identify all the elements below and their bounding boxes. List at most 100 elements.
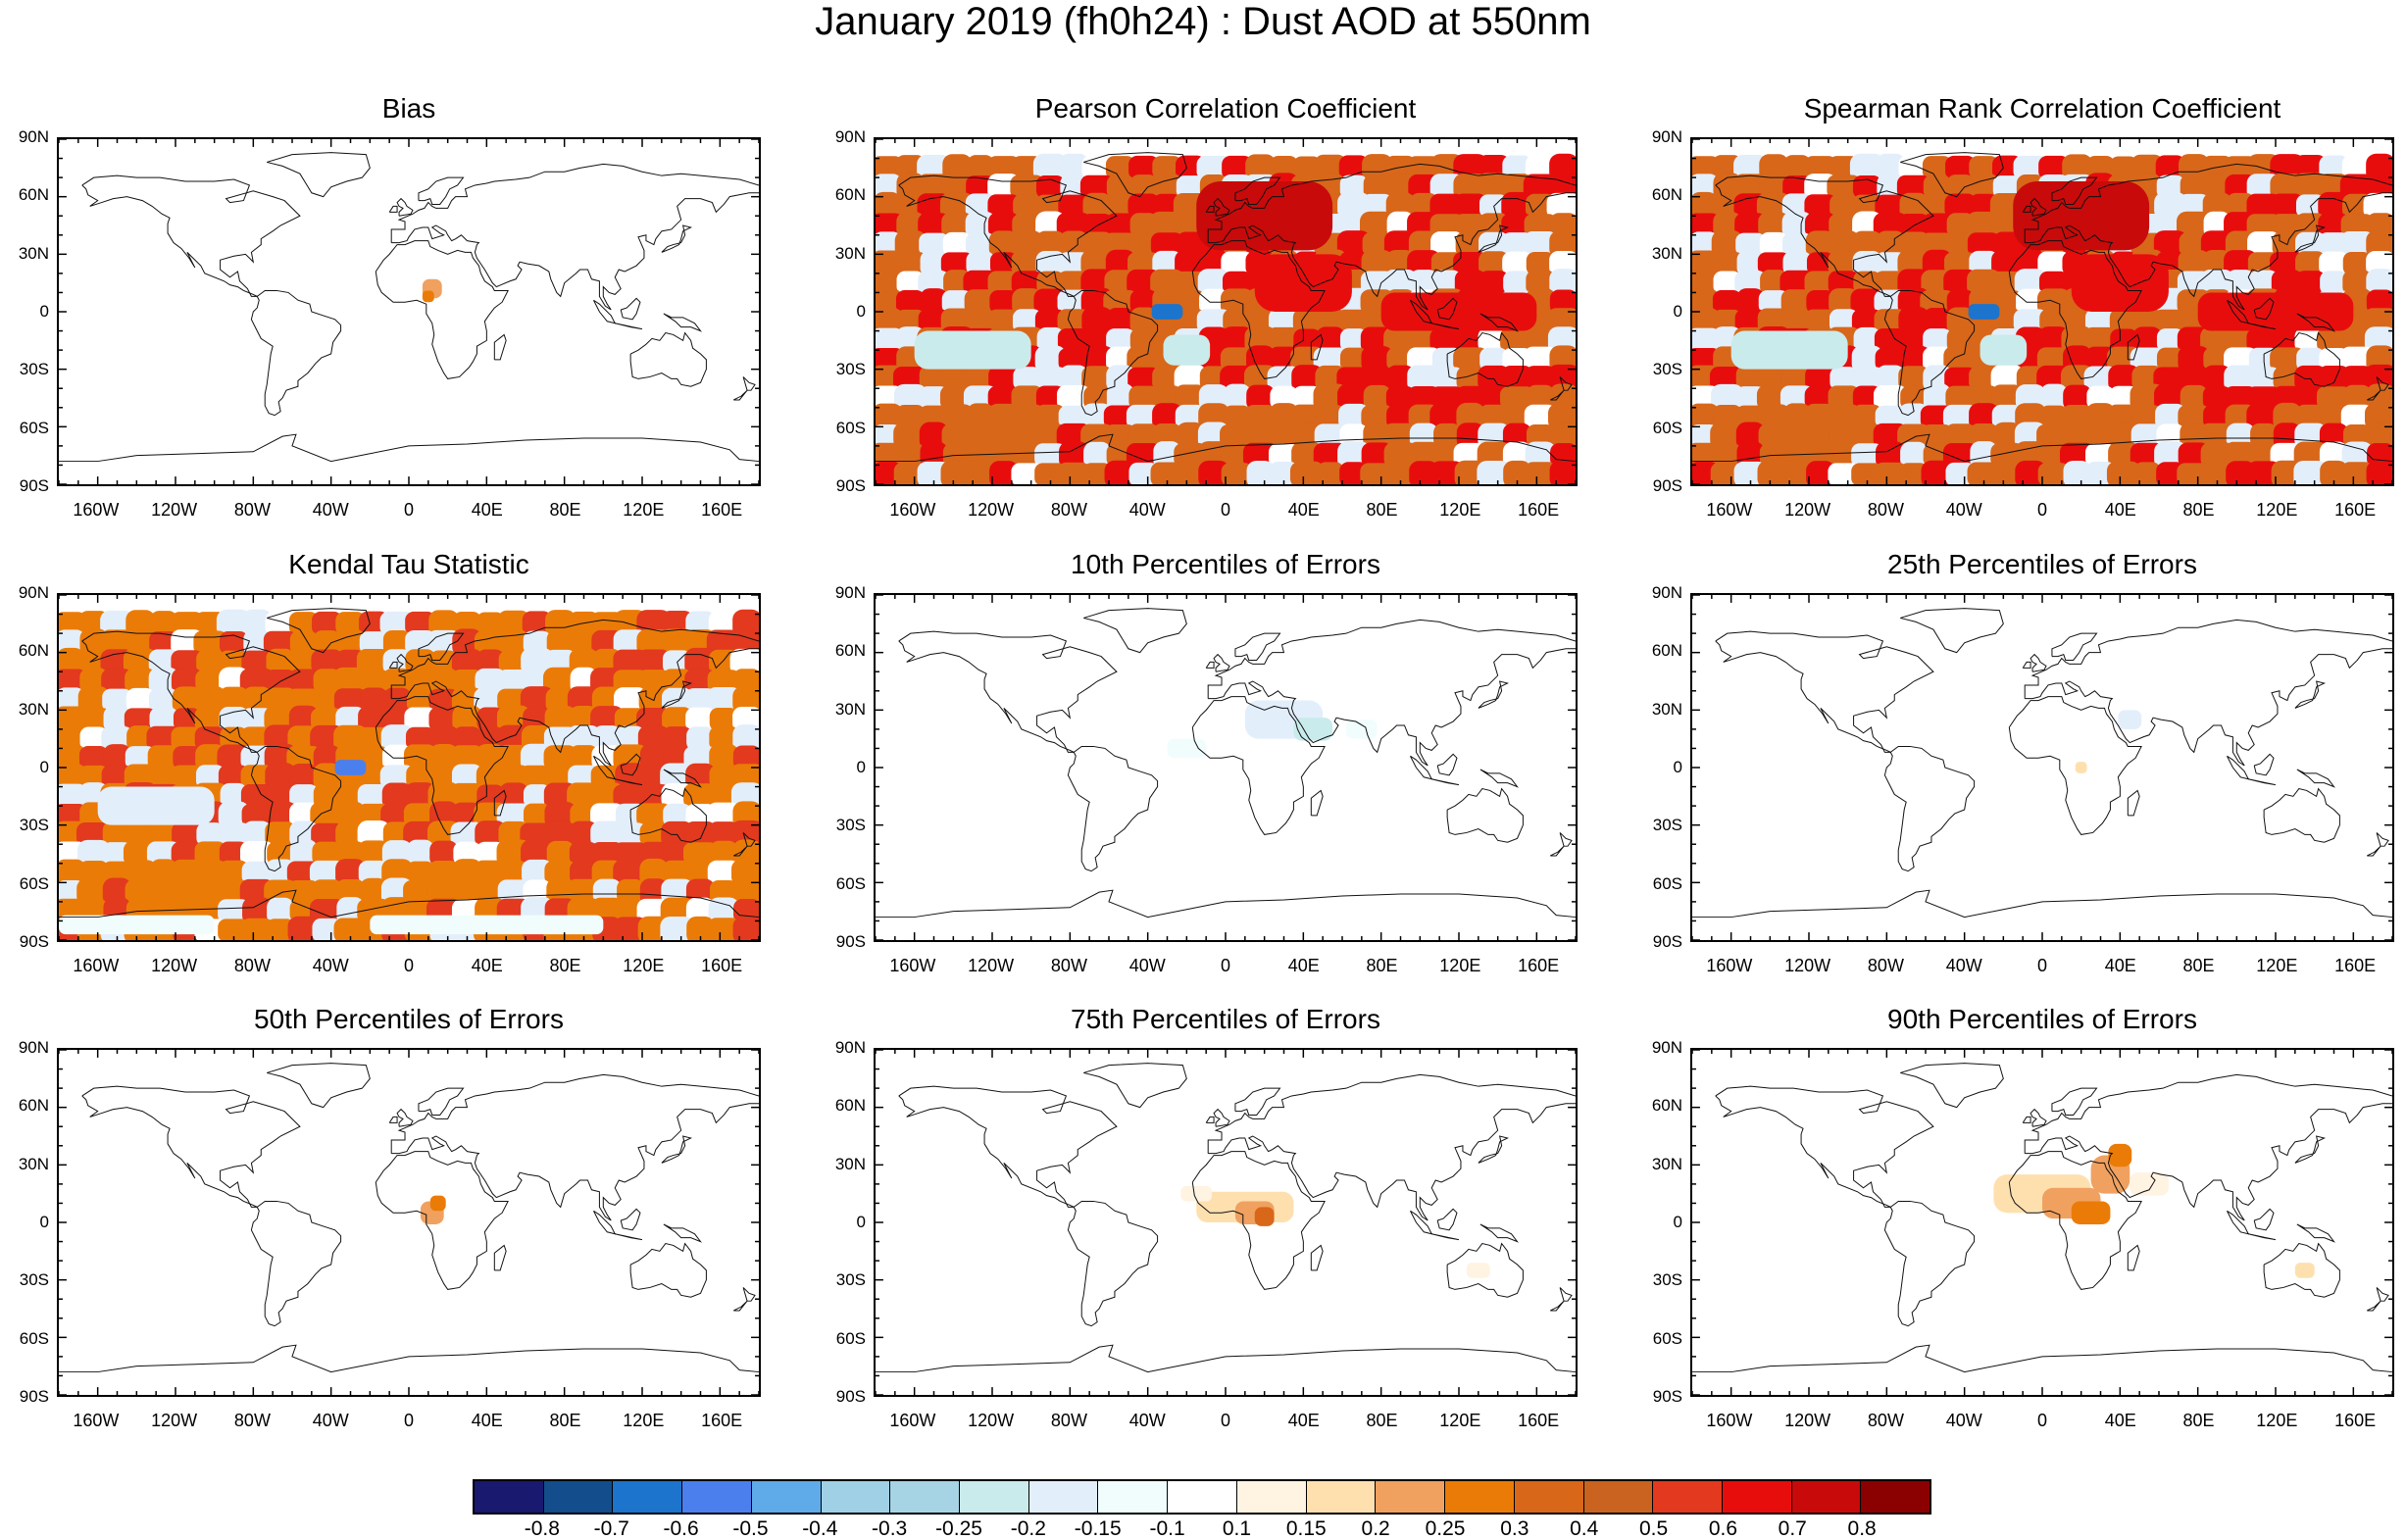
field-patch: [498, 861, 529, 885]
field-patch: [2202, 386, 2232, 410]
field-patch: [1713, 271, 1741, 295]
panel-title: Bias: [381, 93, 436, 124]
lat-tick-label: 60S: [835, 418, 866, 437]
coastline: [1207, 1073, 1576, 1154]
lon-tick-label: 120W: [151, 500, 198, 520]
coastline: [663, 1223, 703, 1243]
field-patch: [2132, 326, 2162, 355]
field-patch: [1526, 384, 1555, 412]
coastline: [615, 323, 643, 330]
field-patch: [1780, 289, 1814, 316]
field-patch: [1805, 230, 1836, 259]
field-patch: [1429, 403, 1465, 431]
field-patch: [940, 404, 975, 430]
field-patch: [1479, 231, 1510, 258]
field-patch: [1363, 384, 1391, 412]
coastline: [1208, 648, 1576, 767]
field-patch: [989, 289, 1019, 315]
field-patch: [453, 726, 481, 752]
field-patch: [2295, 271, 2326, 296]
field-patch: [614, 822, 647, 847]
coastline: [1715, 640, 1891, 753]
panel-title: 25th Percentiles of Errors: [1887, 549, 2197, 579]
field-patch: [1923, 174, 1951, 200]
field-patch: [2295, 251, 2327, 276]
field-patch: [1150, 232, 1184, 257]
field-patch: [1923, 383, 1951, 413]
lon-tick-label: 120W: [151, 956, 198, 975]
map-panel: 90th Percentiles of Errors 90N 60N 30N 0 30S 6…: [1633, 1005, 2406, 1436]
field-patch: [684, 647, 717, 677]
field-patch: [1923, 328, 1952, 353]
coastline: [1715, 1095, 1891, 1208]
colorbar-swatch: [1306, 1481, 1377, 1513]
field-patch: [59, 859, 86, 887]
lat-tick-label: 90S: [1652, 932, 1682, 951]
field-patch: [1058, 194, 1090, 219]
coastline: [59, 889, 759, 919]
field-patch: [896, 271, 925, 295]
field-patch: [102, 688, 132, 713]
field-patch: [2270, 193, 2304, 220]
lon-tick-label: 160W: [73, 500, 120, 520]
lon-tick-label: 40E: [471, 956, 503, 975]
coastline: [2024, 1073, 2392, 1154]
field-patch: [1314, 423, 1347, 449]
field-patch: [1828, 385, 1860, 411]
field-patch: [2109, 308, 2138, 334]
lon-tick-label: 40E: [471, 500, 503, 520]
field-patch: [685, 707, 716, 732]
lon-tick-label: 120E: [2256, 1411, 2298, 1430]
field-patch: [1710, 252, 1744, 276]
lon-tick-label: 0: [2036, 956, 2047, 975]
field-patch: [1804, 423, 1837, 449]
field-patch: [309, 898, 345, 924]
lon-tick-label: 40E: [1287, 956, 1320, 975]
coastline: [396, 197, 414, 217]
coastline: [1883, 1200, 1976, 1327]
lon-tick-label: 120W: [1784, 500, 1831, 520]
field-patch: [1830, 194, 1859, 219]
colorbar-swatch: [1376, 1481, 1446, 1513]
field-patch: [125, 687, 155, 714]
field-patch: [1246, 384, 1276, 412]
field-patch: [729, 648, 759, 675]
field-patch: [313, 630, 341, 656]
map-panel: 10th Percentiles of Errors 90N 60N 30N 0 30S 6…: [817, 550, 1634, 981]
field-patch: [876, 213, 904, 238]
field-patch: [965, 211, 996, 240]
colorbar-label: 0.1: [1222, 1517, 1252, 1540]
field-patch: [379, 765, 415, 790]
coastline: [1431, 778, 1460, 786]
coastline: [2248, 778, 2277, 786]
coastline: [1715, 1085, 1934, 1208]
coastline: [1310, 789, 1324, 817]
lat-tick-label: 90N: [18, 583, 49, 602]
field-patch: [1967, 462, 2001, 484]
field-patch: [333, 688, 368, 713]
map-panel: Spearman Rank Correlation Coefficient 90N…: [1633, 94, 2406, 525]
field-patch: [1034, 404, 1067, 430]
field-patch: [683, 746, 718, 770]
field-patch: [1430, 367, 1464, 391]
lon-tick-label: 160E: [1518, 956, 1560, 975]
field-patch: [2013, 181, 2150, 251]
coastline: [390, 619, 759, 699]
lon-tick-label: 120E: [623, 1411, 665, 1430]
field-patch: [1176, 461, 1206, 484]
field-patch: [147, 745, 180, 771]
field-patch: [1992, 290, 2023, 315]
field-patch: [172, 821, 203, 848]
coastline: [390, 163, 759, 243]
panel-title: Kendal Tau Statistic: [288, 549, 529, 579]
lat-tick-label: 60N: [18, 641, 49, 661]
coastline: [2296, 1223, 2336, 1243]
panel-title: Pearson Correlation Coefficient: [1034, 93, 1417, 124]
coastline: [59, 1344, 759, 1373]
coastline: [876, 433, 1576, 463]
coastline: [1478, 224, 1510, 253]
field-patch: [406, 861, 435, 885]
field-patch: [988, 366, 1020, 392]
field-patch: [2295, 231, 2327, 258]
field-patch: [428, 668, 459, 695]
